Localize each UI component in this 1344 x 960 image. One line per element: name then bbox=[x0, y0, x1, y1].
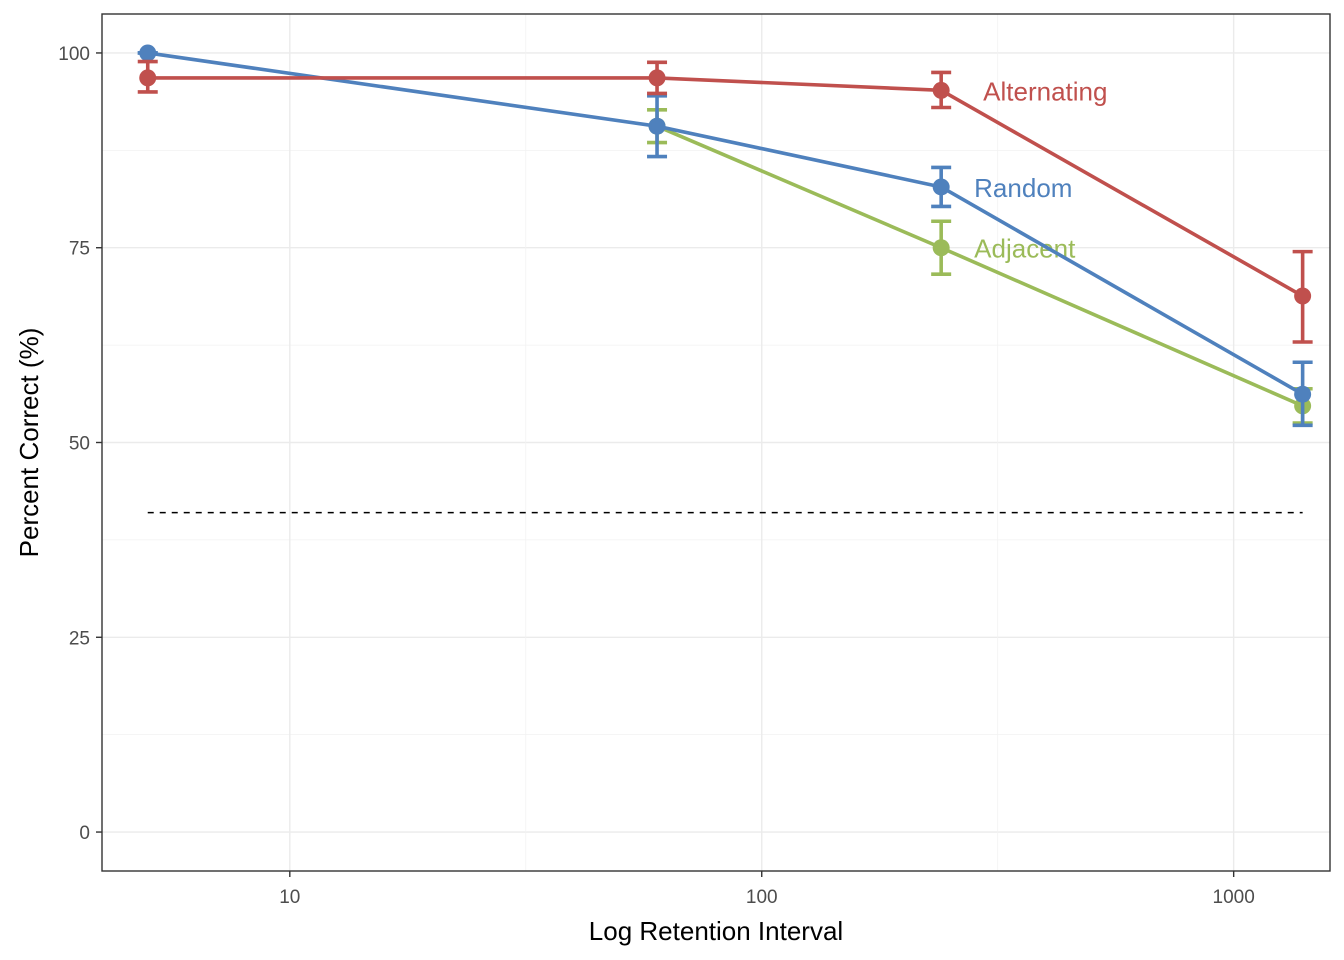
data-point bbox=[1294, 287, 1312, 305]
data-point bbox=[139, 44, 157, 62]
y-axis: 0 25 50 75 100 bbox=[58, 44, 102, 844]
x-tick-label: 10 bbox=[279, 887, 300, 908]
y-tick-label: 0 bbox=[79, 823, 90, 844]
data-point bbox=[932, 81, 950, 99]
series-alternating: Alternating bbox=[137, 59, 1313, 344]
series-line-random bbox=[147, 51, 1304, 396]
data-point bbox=[648, 117, 666, 135]
x-tick-label: 1000 bbox=[1213, 887, 1255, 908]
data-point bbox=[932, 178, 950, 196]
series-label-adjacent: Adjacent bbox=[974, 234, 1076, 264]
y-tick-label: 100 bbox=[58, 44, 90, 65]
data-point bbox=[1294, 385, 1312, 403]
series-label-alternating: Alternating bbox=[983, 76, 1107, 106]
series-random: Random bbox=[137, 44, 1313, 428]
data-point bbox=[648, 69, 666, 87]
x-axis: 10 100 1000 bbox=[279, 871, 1255, 908]
series-layer: Adjacent Random Alternating bbox=[137, 44, 1313, 428]
x-tick-label: 100 bbox=[746, 887, 778, 908]
data-point bbox=[139, 69, 157, 87]
y-tick-label: 50 bbox=[69, 434, 90, 455]
series-label-random: Random bbox=[974, 173, 1072, 203]
x-axis-title: Log Retention Interval bbox=[589, 916, 843, 946]
y-tick-label: 75 bbox=[69, 239, 90, 260]
y-axis-title: Percent Correct (%) bbox=[14, 328, 44, 558]
y-tick-label: 25 bbox=[69, 628, 90, 649]
series-line-alternating bbox=[147, 76, 1304, 298]
data-point bbox=[932, 239, 950, 257]
